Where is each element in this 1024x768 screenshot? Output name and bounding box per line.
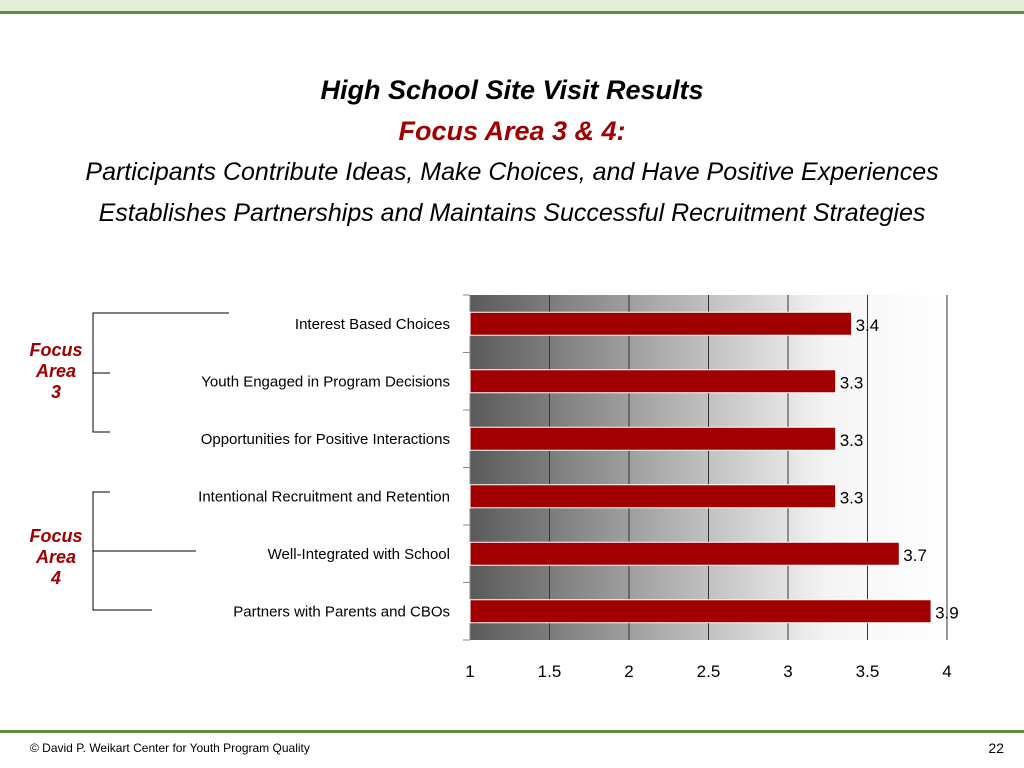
focus-area-4-label: Focus Area 4 bbox=[29, 526, 83, 588]
bottom-divider bbox=[0, 730, 1024, 733]
focus-description-1: Participants Contribute Ideas, Make Choi… bbox=[85, 158, 939, 186]
category-label: Well-Integrated with School bbox=[268, 546, 450, 563]
bar bbox=[469, 426, 837, 451]
x-tick-label: 4 bbox=[942, 662, 951, 681]
category-label: Opportunities for Positive Interactions bbox=[201, 431, 450, 448]
top-divider bbox=[0, 11, 1024, 14]
x-tick-label: 2 bbox=[624, 662, 633, 681]
value-label: 3.3 bbox=[840, 431, 864, 450]
bar bbox=[469, 599, 932, 624]
category-label: Intentional Recruitment and Retention bbox=[198, 488, 450, 505]
category-label: Interest Based Choices bbox=[295, 316, 450, 333]
copyright-text: © David P. Weikart Center for Youth Prog… bbox=[30, 741, 310, 755]
x-tick-label: 1.5 bbox=[538, 662, 562, 681]
title-block: High School Site Visit Results Focus Are… bbox=[0, 70, 1024, 234]
focus-description-2: Establishes Partnerships and Maintains S… bbox=[98, 199, 926, 227]
bar bbox=[469, 369, 837, 394]
bar bbox=[469, 311, 853, 336]
value-label: 3.4 bbox=[856, 316, 880, 335]
slide-title: High School Site Visit Results bbox=[320, 75, 704, 105]
value-label: 3.3 bbox=[840, 373, 864, 392]
category-label: Partners with Parents and CBOs bbox=[233, 603, 450, 620]
x-tick-label: 3 bbox=[783, 662, 792, 681]
x-tick-label: 1 bbox=[465, 662, 474, 681]
x-tick-label: 2.5 bbox=[697, 662, 721, 681]
focus-area-3-label: Focus Area 3 bbox=[29, 340, 83, 402]
page-number: 22 bbox=[988, 740, 1004, 756]
bar bbox=[469, 484, 837, 509]
value-label: 3.7 bbox=[903, 546, 927, 565]
slide-subtitle: Focus Area 3 & 4: bbox=[398, 116, 626, 146]
group-brackets bbox=[92, 312, 229, 611]
category-label: Youth Engaged in Program Decisions bbox=[201, 373, 450, 390]
top-band bbox=[0, 0, 1024, 11]
bar bbox=[469, 541, 900, 566]
value-label: 3.9 bbox=[935, 603, 959, 622]
x-tick-label: 3.5 bbox=[856, 662, 880, 681]
value-label: 3.3 bbox=[840, 488, 864, 507]
